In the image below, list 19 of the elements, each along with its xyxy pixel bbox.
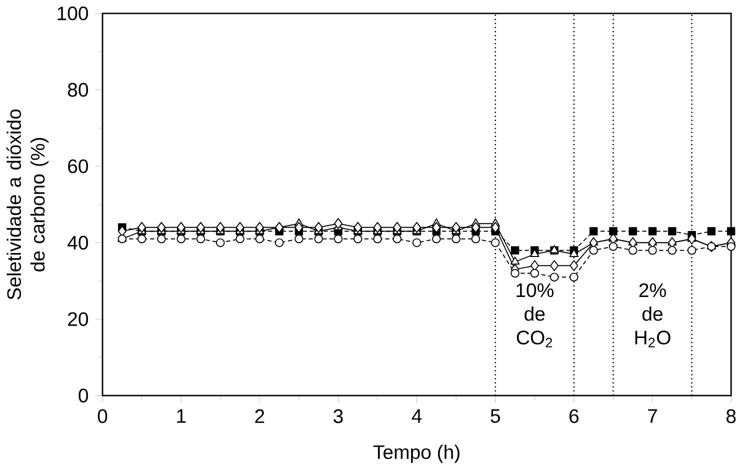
- y-axis-title: Seletividade a dióxido de carbono (%): [6, 109, 49, 300]
- annotation: 10% de CO$_{2}$: [516, 283, 554, 348]
- x-tick-label: 8: [726, 409, 736, 423]
- x-tick-label: 6: [570, 409, 579, 423]
- y-tick-label: 40: [68, 236, 88, 250]
- y-tick-label: 0: [78, 388, 88, 402]
- x-tick-label: 0: [98, 409, 108, 423]
- x-axis-title: Tempo (h): [373, 444, 460, 463]
- x-tick-label: 4: [412, 409, 422, 423]
- y-tick-label: 20: [68, 312, 88, 326]
- x-tick-label: 2: [255, 409, 264, 423]
- y-tick-label: 60: [68, 159, 88, 173]
- y-tick-label: 80: [68, 82, 88, 97]
- x-tick-label: 1: [177, 409, 186, 423]
- x-tick-label: 7: [648, 409, 657, 423]
- y-tick-label: 100: [58, 6, 88, 20]
- x-tick-label: 5: [490, 409, 500, 423]
- annotation: 2% de H$_{2}$O: [635, 283, 670, 348]
- x-tick-label: 3: [334, 409, 343, 423]
